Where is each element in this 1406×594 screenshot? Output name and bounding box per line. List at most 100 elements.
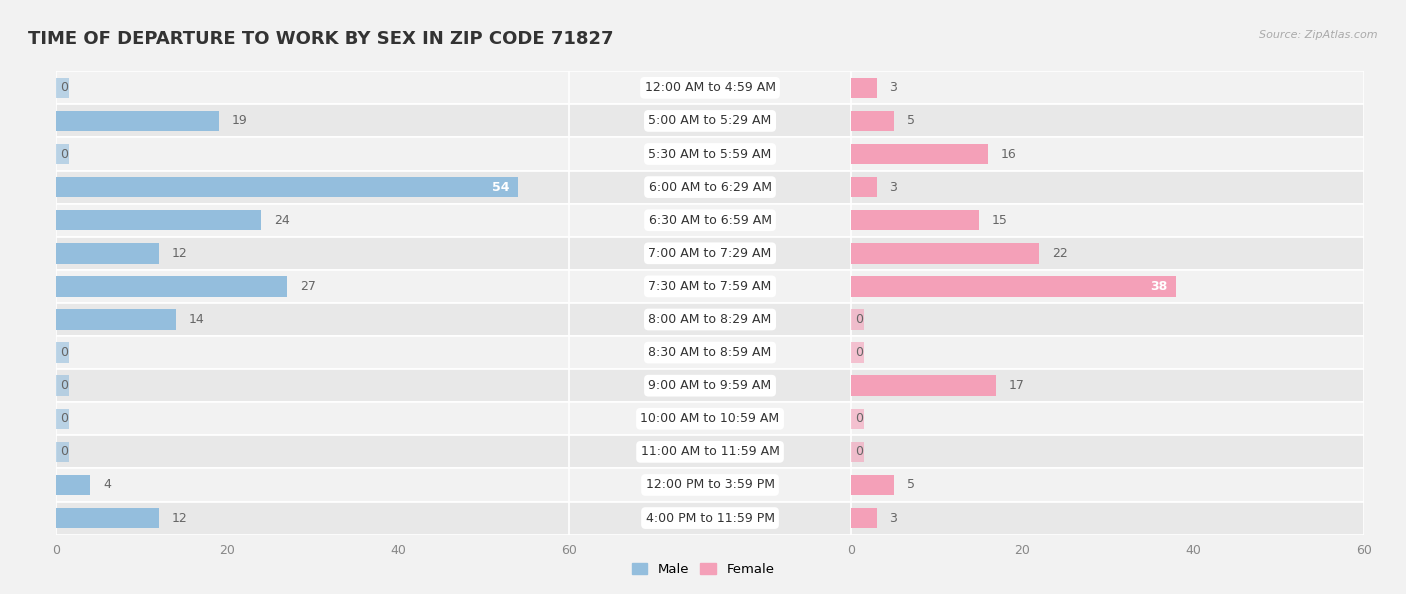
Text: 3: 3 <box>890 81 897 94</box>
Bar <box>569 336 851 369</box>
Text: 8:30 AM to 8:59 AM: 8:30 AM to 8:59 AM <box>648 346 772 359</box>
Bar <box>56 78 69 98</box>
Bar <box>56 469 569 501</box>
Bar <box>851 402 1364 435</box>
Text: 0: 0 <box>855 313 863 326</box>
Text: 0: 0 <box>855 346 863 359</box>
Bar <box>851 144 988 165</box>
Text: 9:00 AM to 9:59 AM: 9:00 AM to 9:59 AM <box>648 379 772 392</box>
Bar <box>56 276 287 296</box>
Bar <box>56 210 262 230</box>
Text: 0: 0 <box>60 446 69 459</box>
Bar <box>851 435 1364 469</box>
Bar <box>56 336 569 369</box>
Bar <box>569 369 851 402</box>
Bar <box>851 309 863 330</box>
Text: 0: 0 <box>60 412 69 425</box>
Bar <box>56 475 90 495</box>
Text: 12:00 AM to 4:59 AM: 12:00 AM to 4:59 AM <box>644 81 776 94</box>
Text: 5: 5 <box>907 115 914 128</box>
Bar <box>851 469 1364 501</box>
Bar <box>56 375 69 396</box>
Bar <box>56 409 69 429</box>
Text: 3: 3 <box>890 181 897 194</box>
Text: 7:30 AM to 7:59 AM: 7:30 AM to 7:59 AM <box>648 280 772 293</box>
Bar <box>56 170 569 204</box>
Bar <box>56 501 569 535</box>
Text: 16: 16 <box>1001 147 1017 160</box>
Text: 22: 22 <box>1052 247 1067 260</box>
Bar <box>851 170 1364 204</box>
Text: 11:00 AM to 11:59 AM: 11:00 AM to 11:59 AM <box>641 446 779 459</box>
Bar <box>56 435 569 469</box>
Bar <box>851 409 863 429</box>
Bar <box>851 475 894 495</box>
Bar <box>851 501 1364 535</box>
Text: 6:30 AM to 6:59 AM: 6:30 AM to 6:59 AM <box>648 214 772 227</box>
Text: 17: 17 <box>1010 379 1025 392</box>
Bar <box>569 402 851 435</box>
Bar <box>56 508 159 528</box>
Bar <box>851 375 997 396</box>
Bar <box>851 342 863 363</box>
Text: 19: 19 <box>232 115 247 128</box>
Bar <box>569 270 851 303</box>
Bar <box>56 243 159 264</box>
Text: 10:00 AM to 10:59 AM: 10:00 AM to 10:59 AM <box>641 412 779 425</box>
Bar <box>56 71 569 105</box>
Text: 12: 12 <box>172 511 187 525</box>
Text: 0: 0 <box>60 346 69 359</box>
Bar <box>56 105 569 137</box>
Bar <box>56 441 69 462</box>
Bar <box>851 78 877 98</box>
Bar <box>56 270 569 303</box>
Text: 12:00 PM to 3:59 PM: 12:00 PM to 3:59 PM <box>645 478 775 491</box>
Bar <box>56 204 569 237</box>
Text: 5:00 AM to 5:29 AM: 5:00 AM to 5:29 AM <box>648 115 772 128</box>
Bar <box>56 177 517 197</box>
Text: 0: 0 <box>60 379 69 392</box>
Bar <box>56 110 218 131</box>
Bar <box>569 137 851 170</box>
Text: 54: 54 <box>492 181 509 194</box>
Bar <box>56 237 569 270</box>
Text: 12: 12 <box>172 247 187 260</box>
Bar <box>569 501 851 535</box>
Bar <box>569 237 851 270</box>
Bar <box>569 170 851 204</box>
Bar <box>851 177 877 197</box>
Bar <box>851 71 1364 105</box>
Bar <box>56 309 176 330</box>
Bar <box>56 342 69 363</box>
Bar <box>851 336 1364 369</box>
Text: 5: 5 <box>907 478 914 491</box>
Bar <box>569 204 851 237</box>
Text: TIME OF DEPARTURE TO WORK BY SEX IN ZIP CODE 71827: TIME OF DEPARTURE TO WORK BY SEX IN ZIP … <box>28 30 613 48</box>
Text: 0: 0 <box>855 446 863 459</box>
Bar <box>56 303 569 336</box>
Bar <box>851 243 1039 264</box>
Bar <box>851 441 863 462</box>
Bar <box>851 237 1364 270</box>
Text: 14: 14 <box>188 313 204 326</box>
Bar <box>56 137 569 170</box>
Bar <box>851 105 1364 137</box>
Text: 38: 38 <box>1150 280 1167 293</box>
Bar <box>56 402 569 435</box>
Bar <box>569 303 851 336</box>
Bar <box>851 204 1364 237</box>
Bar <box>569 435 851 469</box>
Text: 5:30 AM to 5:59 AM: 5:30 AM to 5:59 AM <box>648 147 772 160</box>
Text: 0: 0 <box>60 147 69 160</box>
Bar <box>851 276 1175 296</box>
Text: 3: 3 <box>890 511 897 525</box>
Text: 4:00 PM to 11:59 PM: 4:00 PM to 11:59 PM <box>645 511 775 525</box>
Bar <box>851 508 877 528</box>
Text: 24: 24 <box>274 214 290 227</box>
Text: 27: 27 <box>299 280 316 293</box>
Bar <box>851 270 1364 303</box>
Bar <box>56 144 69 165</box>
Bar <box>56 369 569 402</box>
Bar <box>851 303 1364 336</box>
Bar <box>851 137 1364 170</box>
